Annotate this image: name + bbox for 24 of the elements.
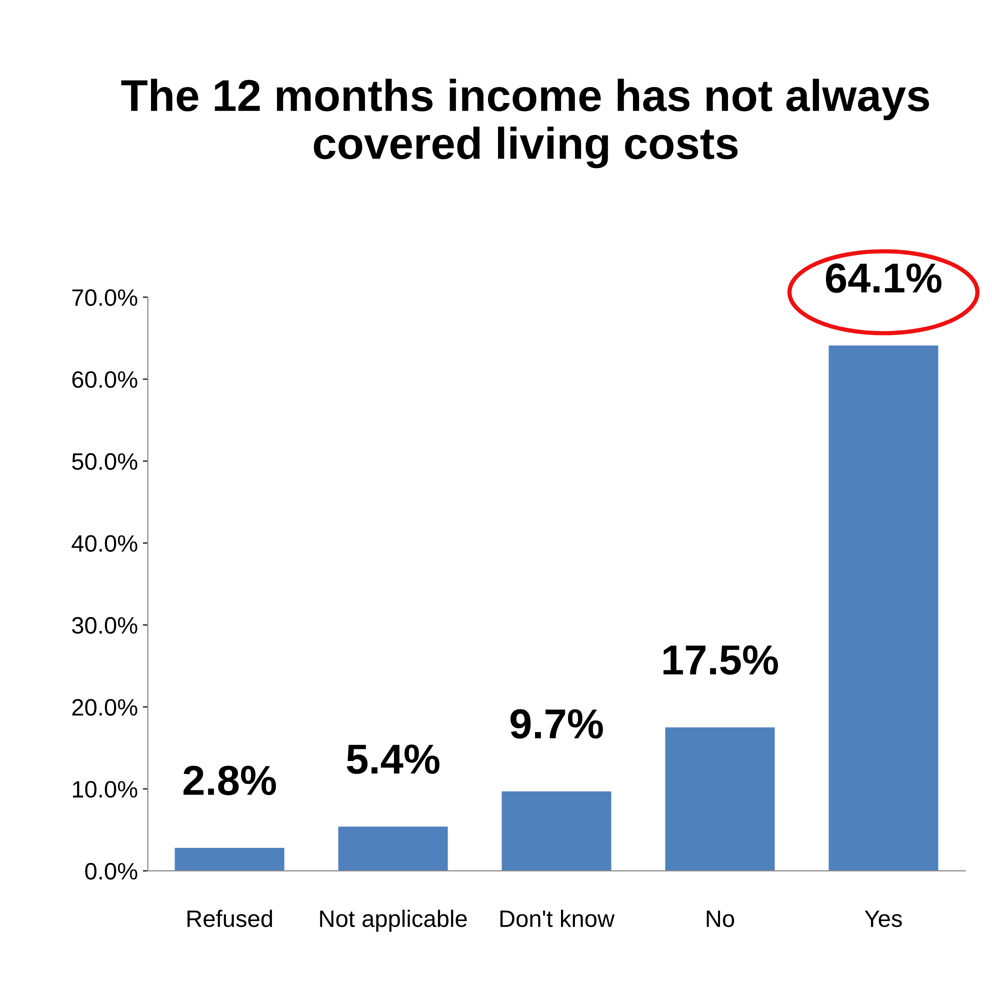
x-tick-label: No <box>706 910 734 928</box>
chart-title: The 12 months income has not always covered living costs <box>121 78 930 168</box>
y-tick-label: 10.0% <box>72 780 138 798</box>
bar <box>174 848 284 871</box>
x-tick-label: Not applicable <box>320 910 467 932</box>
data-label: 64.1% <box>826 263 942 293</box>
data-label: 2.8% <box>184 766 276 796</box>
y-tick-label: 40.0% <box>72 535 138 552</box>
y-tick-label: 60.0% <box>72 371 138 388</box>
y-tick-label: 30.0% <box>72 617 138 634</box>
bar <box>828 346 938 871</box>
y-tick-label: 20.0% <box>72 699 138 716</box>
x-tick-label: Don't know <box>500 910 615 928</box>
data-label: 5.4% <box>346 744 440 774</box>
data-label: 17.5% <box>664 645 778 675</box>
y-tick-label: 50.0% <box>72 453 138 470</box>
data-label: 9.7% <box>510 709 603 739</box>
bar <box>338 826 448 871</box>
x-tick-label: Yes <box>864 910 902 928</box>
y-tick-label: 0.0% <box>85 862 138 880</box>
x-tick-label: Refused <box>188 910 272 928</box>
bar <box>665 727 775 871</box>
bar <box>502 791 612 871</box>
y-tick-label: 70.0% <box>72 289 138 306</box>
